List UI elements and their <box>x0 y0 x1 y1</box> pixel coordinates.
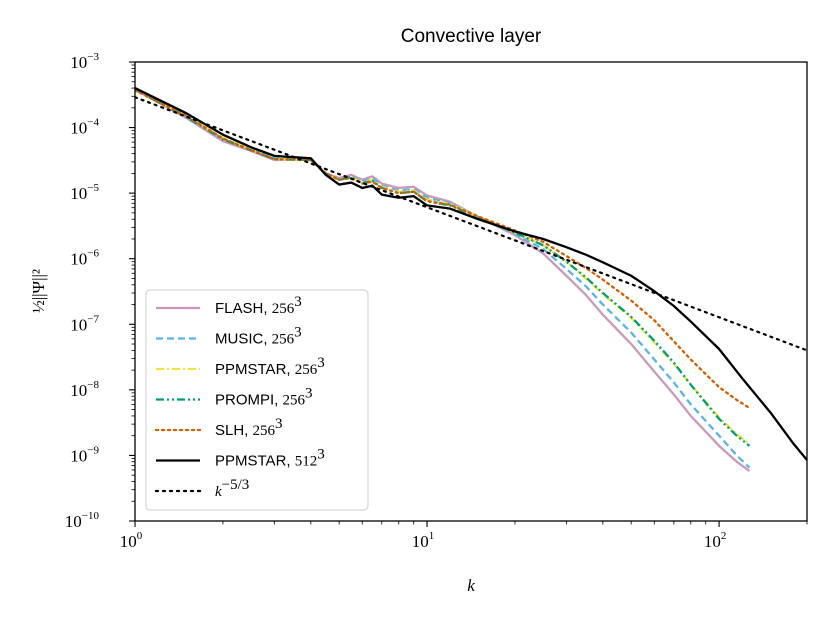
legend: FLASH, 2563 MUSIC, 2563 PPMSTAR, 2563 PROMP… <box>145 289 369 511</box>
x-ticks: 100 101 102 <box>120 521 808 551</box>
legend-label-5: PPMSTAR, 5123 <box>215 447 325 470</box>
y-tick-label: 10−5 <box>70 182 99 203</box>
series-layer <box>135 87 807 472</box>
legend-label-6: k−5/3 <box>215 477 249 500</box>
y-tick-label: 10−9 <box>70 444 99 465</box>
chart-title: Convective layer <box>401 26 542 47</box>
x-tick-label: 100 <box>120 530 143 551</box>
legend-label-4: SLH, 2563 <box>215 416 283 439</box>
legend-label-1: MUSIC, 2563 <box>215 325 302 348</box>
series-line-5 <box>135 87 807 461</box>
y-axis-label: ½||Ψ||² <box>29 269 48 313</box>
legend-entries: FLASH, 2563 MUSIC, 2563 PPMSTAR, 2563 PROMP… <box>154 294 325 500</box>
x-axis-label: k <box>467 576 475 595</box>
y-axis-label-text: ½||Ψ||² <box>29 269 48 313</box>
y-tick-label: 10−7 <box>70 313 99 334</box>
x-tick-label: 102 <box>704 530 727 551</box>
series-line-6 <box>135 96 807 352</box>
y-tick-label: 10−8 <box>70 379 99 400</box>
plot-frame <box>134 61 808 522</box>
x-tick-label: 101 <box>412 530 435 551</box>
y-tick-label: 10−6 <box>70 248 99 269</box>
legend-label-3: PROMPI, 2563 <box>215 386 313 409</box>
y-tick-label: 10−4 <box>70 117 99 138</box>
legend-label-2: PPMSTAR, 2563 <box>215 355 325 378</box>
legend-box <box>145 289 369 511</box>
y-ticks: 10−10 10−9 10−8 10−7 10−6 10−5 10−4 10−3 <box>65 51 135 531</box>
y-tick-label: 10−10 <box>65 510 100 531</box>
y-tick-label: 10−3 <box>70 51 99 72</box>
legend-label-0: FLASH, 2563 <box>215 294 302 317</box>
